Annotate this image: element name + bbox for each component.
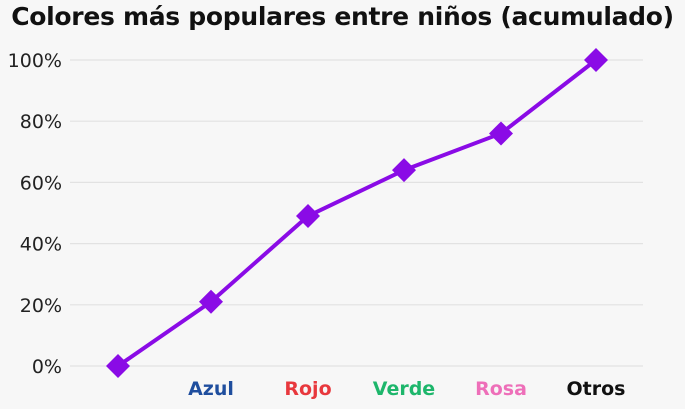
x-tick-label: Rosa xyxy=(475,378,527,400)
y-axis-ticks: 0% 20% 40% 60% 80% 100% xyxy=(8,50,62,378)
series-markers xyxy=(106,48,608,378)
data-point-marker xyxy=(106,354,130,378)
x-axis-ticks: Azul Rojo Verde Rosa Otros xyxy=(188,378,625,400)
y-tick-label: 0% xyxy=(32,356,62,378)
x-tick-label: Rojo xyxy=(284,378,331,400)
series-line xyxy=(116,58,598,368)
data-point-marker xyxy=(584,48,608,72)
data-point-marker xyxy=(296,204,320,229)
data-point-marker xyxy=(392,158,416,183)
data-point-marker xyxy=(489,121,513,146)
y-tick-label: 40% xyxy=(20,234,62,256)
x-tick-label: Otros xyxy=(567,378,626,400)
y-tick-label: 100% xyxy=(8,50,62,72)
gridlines xyxy=(70,59,643,367)
chart-title: Colores más populares entre niños (acumu… xyxy=(11,2,674,31)
data-point-marker xyxy=(199,289,223,314)
y-tick-label: 80% xyxy=(20,111,62,133)
x-tick-label: Verde xyxy=(373,378,435,400)
x-tick-label: Azul xyxy=(188,378,234,400)
y-tick-label: 20% xyxy=(20,295,62,317)
y-tick-label: 60% xyxy=(20,172,62,194)
